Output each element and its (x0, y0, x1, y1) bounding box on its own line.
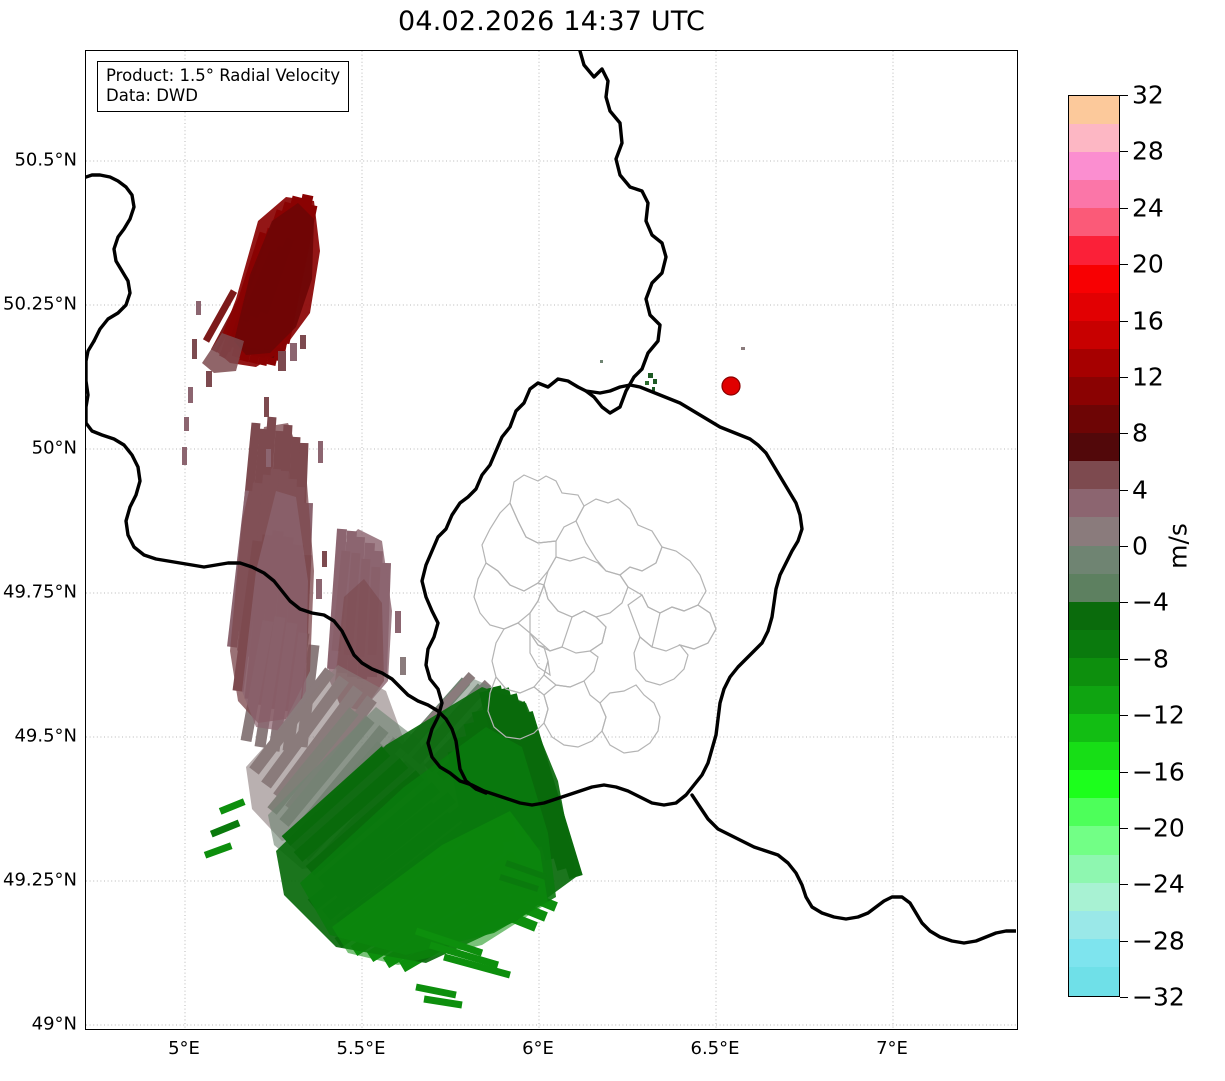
colorbar-band (1069, 208, 1119, 238)
colorbar-band (1069, 685, 1119, 715)
ytick-label-0: 49°N (31, 1013, 77, 1035)
colorbar-tick-label: −4 (1132, 587, 1169, 617)
colorbar-band (1069, 882, 1119, 912)
colorbar-tick-label: 32 (1132, 80, 1164, 110)
colorbar-band (1069, 236, 1119, 266)
colorbar-band (1069, 292, 1119, 322)
colorbar-band (1069, 854, 1119, 884)
colorbar-band (1069, 629, 1119, 659)
radar-site-marker[interactable] (721, 376, 741, 396)
colorbar-band (1069, 938, 1119, 968)
colorbar-tick (1120, 433, 1128, 435)
colorbar-tick-label: −12 (1132, 700, 1185, 730)
colorbar-tick-label: 24 (1132, 193, 1164, 223)
colorbar-band (1069, 573, 1119, 603)
colorbar-unit-label: m/s (1163, 523, 1193, 569)
luxembourg-canton-boundaries (473, 474, 717, 754)
colorbar-band (1069, 461, 1119, 490)
colorbar-tick (1120, 95, 1128, 96)
ytick-label-3: 49.75°N (3, 581, 77, 603)
colorbar-band (1069, 714, 1119, 743)
map-canvas (86, 51, 1016, 1028)
colorbar-tick-label: −32 (1132, 982, 1185, 1012)
national-borders (86, 51, 1016, 945)
xtick-label-1: 5.5°E (336, 1038, 386, 1059)
ytick-label-1: 49.25°N (3, 869, 77, 891)
colorbar-band (1069, 320, 1119, 350)
product-info-box: Product: 1.5° Radial Velocity Data: DWD (97, 61, 350, 113)
colorbar-tick-label: −20 (1132, 813, 1185, 843)
colorbar-tick (1120, 320, 1128, 322)
colorbar-tick-label: 20 (1132, 249, 1164, 279)
colorbar-tick (1120, 658, 1128, 660)
colorbar-band (1069, 657, 1119, 687)
colorbar-band (1069, 545, 1119, 575)
page-title: 04.02.2026 14:37 UTC (397, 6, 706, 37)
colorbar-band (1069, 517, 1119, 547)
colorbar-tick (1120, 827, 1128, 829)
xtick-label-4: 7°E (876, 1038, 908, 1059)
echo-northwest-outbound (182, 193, 320, 465)
ytick-label-2: 49.5°N (14, 725, 77, 747)
xtick-label-2: 6°E (522, 1038, 554, 1059)
colorbar-band (1069, 489, 1119, 518)
ytick-label-4: 50°N (31, 437, 77, 459)
colorbar-tick-label: −16 (1132, 757, 1185, 786)
colorbar-tick-label: −24 (1132, 869, 1185, 899)
colorbar-tick (1120, 940, 1128, 942)
colorbar-band (1069, 433, 1119, 462)
colorbar-tick (1120, 771, 1128, 773)
colorbar-tick (1120, 997, 1128, 998)
colorbar-tick-label: −28 (1132, 926, 1185, 956)
colorbar-tick-label: 4 (1132, 475, 1148, 505)
colorbar-band (1069, 152, 1119, 181)
echo-southern-inbound (203, 685, 583, 1009)
colorbar-tick-label: 12 (1132, 362, 1164, 392)
colorbar-tick (1120, 207, 1128, 209)
colorbar-tick (1120, 264, 1128, 266)
colorbar-band (1069, 601, 1119, 631)
colorbar-tick (1120, 884, 1128, 886)
ytick-label-5: 50.25°N (3, 293, 77, 315)
map-plot-area[interactable]: Product: 1.5° Radial Velocity Data: DWD (85, 50, 1018, 1030)
colorbar[interactable] (1068, 95, 1120, 997)
ytick-label-6: 50.5°N (14, 149, 77, 171)
colorbar-band (1069, 180, 1119, 209)
colorbar-band (1069, 124, 1119, 153)
colorbar-band (1069, 770, 1119, 799)
echo-central-mauve-band (227, 397, 406, 752)
colorbar-tick-label: 28 (1132, 136, 1164, 166)
colorbar-tick (1120, 546, 1128, 547)
colorbar-tick (1120, 376, 1128, 378)
colorbar-band (1069, 826, 1119, 856)
colorbar-band (1069, 405, 1119, 434)
colorbar-band (1069, 966, 1119, 996)
colorbar-tick-label: 0 (1132, 531, 1148, 561)
colorbar-tick-label: 8 (1132, 418, 1148, 448)
colorbar-band (1069, 742, 1119, 771)
colorbar-tick-label: 16 (1132, 306, 1164, 335)
colorbar-band (1069, 96, 1119, 125)
data-source-label: Data: DWD (106, 86, 198, 106)
colorbar-band (1069, 348, 1119, 378)
colorbar-band (1069, 798, 1119, 828)
product-label: Product: 1.5° Radial Velocity (106, 66, 341, 85)
colorbar-tick (1120, 602, 1128, 604)
xtick-label-3: 6.5°E (690, 1038, 740, 1059)
colorbar-band (1069, 376, 1119, 406)
colorbar-tick (1120, 489, 1128, 491)
colorbar-tick-label: −8 (1132, 644, 1169, 674)
echo-speck-near-radar (600, 347, 745, 391)
xtick-label-0: 5°E (168, 1038, 200, 1059)
colorbar-tick (1120, 715, 1128, 717)
colorbar-band (1069, 910, 1119, 940)
colorbar-band (1069, 264, 1119, 294)
colorbar-tick (1120, 151, 1128, 153)
